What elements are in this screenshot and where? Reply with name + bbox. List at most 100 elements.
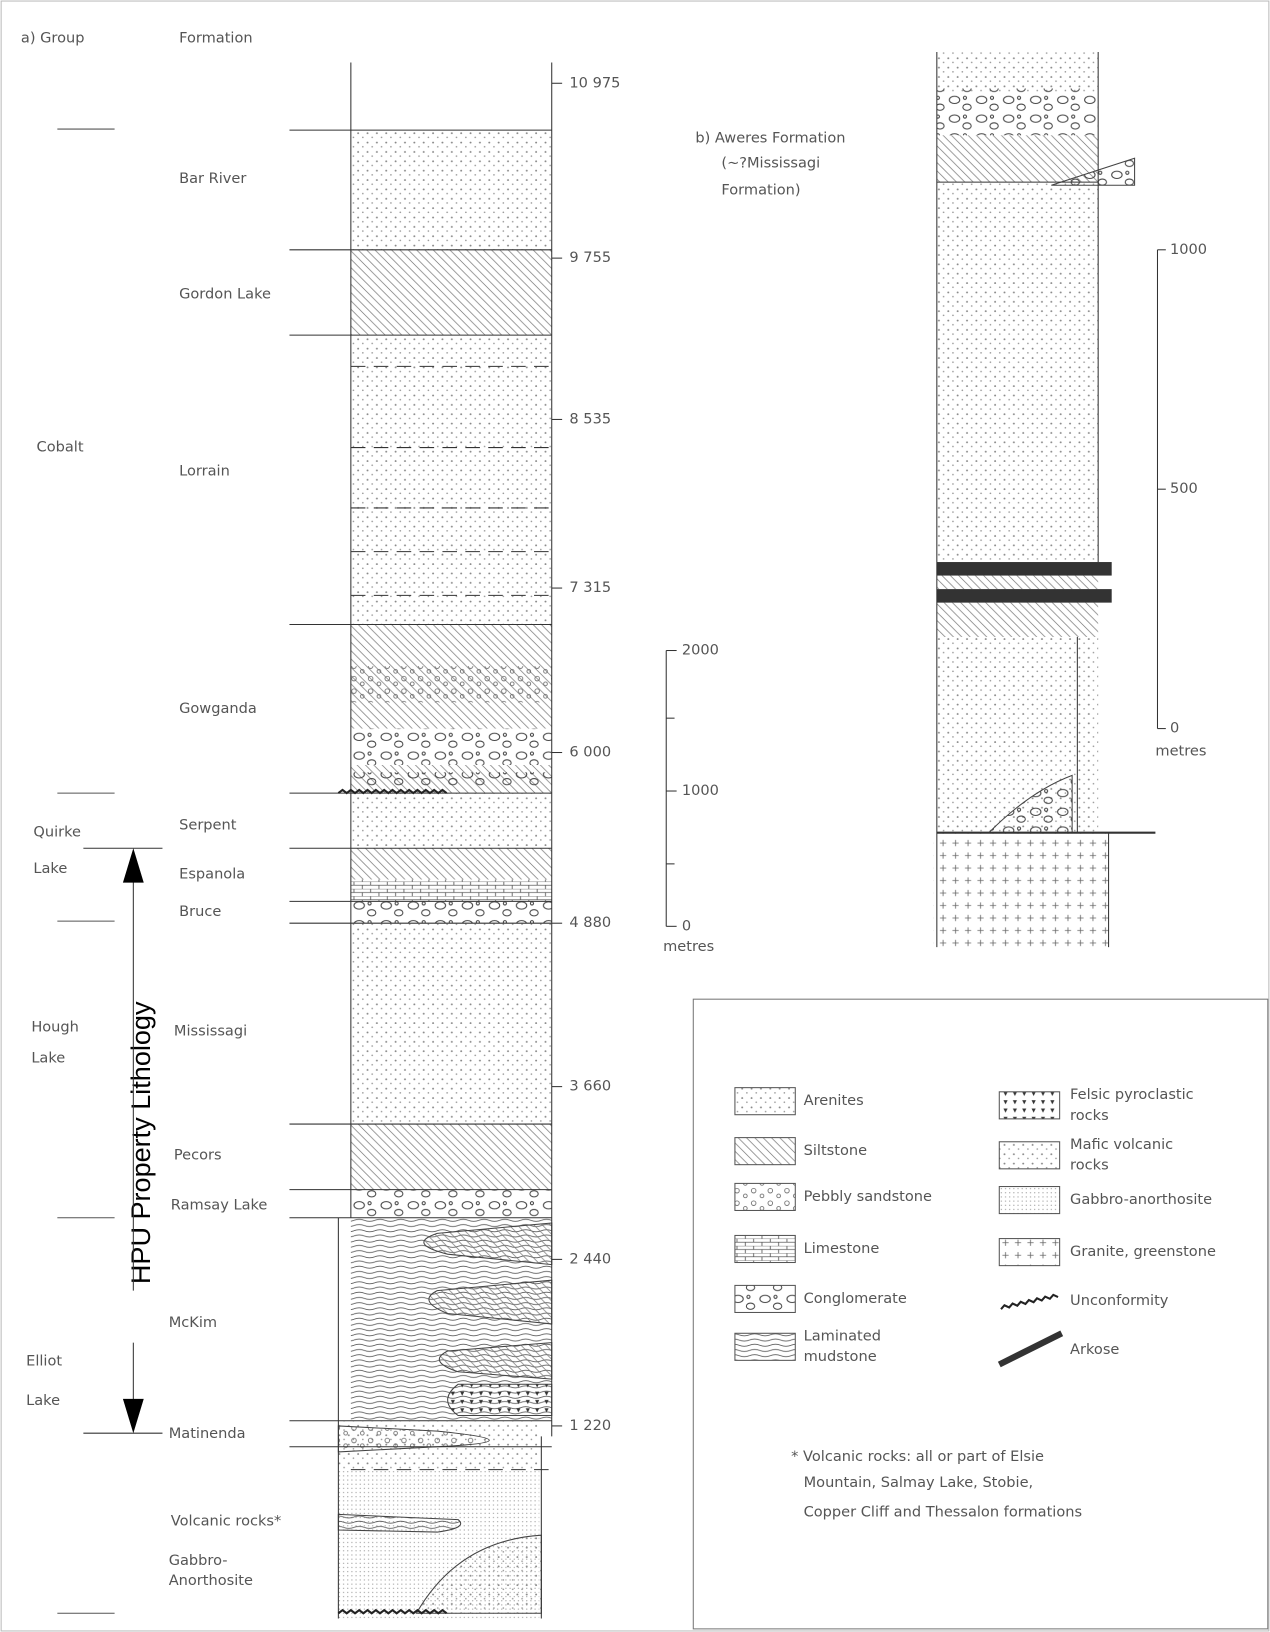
legend-label: Conglomerate bbox=[804, 1290, 907, 1307]
group-label: Lake bbox=[33, 860, 67, 877]
siltstone-lens bbox=[424, 1223, 552, 1379]
scale-label: 1000 bbox=[1170, 241, 1207, 258]
depth-label: 10 975 bbox=[569, 74, 620, 91]
rock-layer bbox=[937, 135, 1098, 182]
scale-unit: metres bbox=[663, 938, 714, 955]
legend-swatch bbox=[999, 1239, 1059, 1266]
footnote: * Volcanic rocks: all or part of Elsie bbox=[791, 1448, 1044, 1465]
legend-label: Limestone bbox=[804, 1240, 880, 1257]
rock-layer bbox=[937, 637, 1098, 833]
panel-b-title: Formation) bbox=[721, 181, 800, 198]
depth-label: 6 000 bbox=[569, 744, 611, 761]
scale-label: 1000 bbox=[682, 782, 719, 799]
rock-layer bbox=[351, 729, 552, 765]
rock-layer bbox=[351, 793, 552, 848]
felsic-lens bbox=[448, 1384, 552, 1415]
footnote: Copper Cliff and Thessalon formations bbox=[804, 1503, 1082, 1520]
legend-label: Granite, greenstone bbox=[1070, 1243, 1216, 1260]
rock-layer bbox=[351, 335, 552, 624]
depth-label: 3 660 bbox=[569, 1078, 611, 1095]
arkose bbox=[937, 562, 1112, 576]
depth-label: 1 220 bbox=[569, 1417, 611, 1434]
rock-layer bbox=[351, 666, 552, 702]
formation-label: Bar River bbox=[179, 170, 246, 187]
footnote: Mountain, Salmay Lake, Stobie, bbox=[804, 1474, 1034, 1491]
formation-label: Anorthosite bbox=[169, 1572, 253, 1589]
formation-label: Lorrain bbox=[179, 462, 230, 479]
rock-layer bbox=[937, 576, 1098, 590]
formation-label: Gowganda bbox=[179, 700, 257, 717]
formation-label: Pecors bbox=[174, 1146, 222, 1163]
depth-label: 4 880 bbox=[569, 914, 611, 931]
scale-label: 2000 bbox=[682, 642, 719, 659]
scale-unit: metres bbox=[1155, 742, 1206, 759]
legend-swatch bbox=[735, 1333, 795, 1360]
scale-label: 500 bbox=[1170, 480, 1198, 497]
formation-header: Formation bbox=[179, 30, 253, 47]
rock-layer bbox=[351, 772, 552, 787]
panel-b-title: b) Aweres Formation bbox=[695, 129, 845, 146]
legend-swatch bbox=[999, 1092, 1059, 1119]
legend-swatch bbox=[735, 1285, 795, 1312]
legend-swatch bbox=[999, 1187, 1059, 1214]
granite bbox=[934, 833, 1109, 947]
scale-label: 0 bbox=[682, 917, 691, 934]
rock-layer bbox=[351, 923, 552, 1124]
group-label: Quirke bbox=[33, 824, 81, 841]
formation-label: Matinenda bbox=[169, 1425, 246, 1442]
rock-layer bbox=[937, 182, 1098, 562]
legend-swatch bbox=[735, 1235, 795, 1262]
depth-label: 9 755 bbox=[569, 249, 611, 266]
formation-label: Serpent bbox=[179, 816, 237, 833]
legend-label: mudstone bbox=[804, 1348, 877, 1365]
group-label: Cobalt bbox=[37, 439, 84, 456]
group-label: Elliot bbox=[26, 1352, 62, 1369]
legend-swatch bbox=[735, 1183, 795, 1210]
depth-label: 8 535 bbox=[569, 410, 611, 427]
legend-label: Arkose bbox=[1070, 1341, 1119, 1358]
legend-swatch bbox=[735, 1088, 795, 1115]
group-header: a) Group bbox=[21, 30, 85, 47]
formation-label: Gabbro- bbox=[169, 1552, 228, 1569]
legend-label: Siltstone bbox=[804, 1142, 867, 1159]
rock-layer bbox=[351, 1124, 552, 1190]
formation-label: Mississagi bbox=[174, 1022, 247, 1039]
formation-label: McKim bbox=[169, 1314, 217, 1331]
legend-label: Gabbro-anorthosite bbox=[1070, 1191, 1212, 1208]
rock-layer bbox=[937, 603, 1098, 637]
legend-label: Unconformity bbox=[1070, 1292, 1169, 1309]
depth-label: 7 315 bbox=[569, 579, 611, 596]
formation-label: Volcanic rocks* bbox=[171, 1513, 282, 1530]
figure: a) Group Formation HPU Property Litholog… bbox=[0, 0, 1270, 1632]
rock-layer bbox=[351, 848, 552, 879]
legend-label: rocks bbox=[1070, 1107, 1109, 1124]
rock-layer bbox=[351, 901, 552, 923]
formation-label: Espanola bbox=[179, 865, 245, 882]
arrow-head bbox=[123, 848, 144, 882]
arrow-head bbox=[123, 1399, 144, 1433]
rock-layer bbox=[351, 250, 552, 335]
group-label: Lake bbox=[31, 1050, 65, 1067]
legend-label: Felsic pyroclastic bbox=[1070, 1086, 1194, 1103]
legend-label: Mafic volcanic bbox=[1070, 1136, 1173, 1153]
legend-label: Arenites bbox=[804, 1092, 864, 1109]
page: {"panel_a":{"header":{"group":"a) Group"… bbox=[0, 0, 1270, 1632]
legend-label: rocks bbox=[1070, 1157, 1109, 1174]
hpu-annotation: HPU Property Lithology bbox=[126, 1001, 156, 1284]
formation-label: Gordon Lake bbox=[179, 286, 271, 303]
legend-label: Laminated bbox=[804, 1327, 881, 1344]
formation-label: Bruce bbox=[179, 903, 221, 920]
panel-b-title: (~?Mississagi bbox=[721, 154, 820, 171]
arkose bbox=[937, 589, 1112, 603]
rock-layer bbox=[351, 879, 552, 901]
legend-swatch bbox=[735, 1138, 795, 1165]
scale-label: 0 bbox=[1170, 720, 1179, 737]
rock-layer bbox=[937, 88, 1098, 135]
rock-layer bbox=[937, 52, 1098, 94]
group-label: Hough bbox=[31, 1018, 79, 1035]
rock-layer bbox=[351, 1190, 552, 1218]
legend-swatch bbox=[999, 1142, 1059, 1169]
legend-label: Pebbly sandstone bbox=[804, 1188, 932, 1205]
formation-label: Ramsay Lake bbox=[171, 1196, 268, 1213]
depth-label: 2 440 bbox=[569, 1250, 611, 1267]
